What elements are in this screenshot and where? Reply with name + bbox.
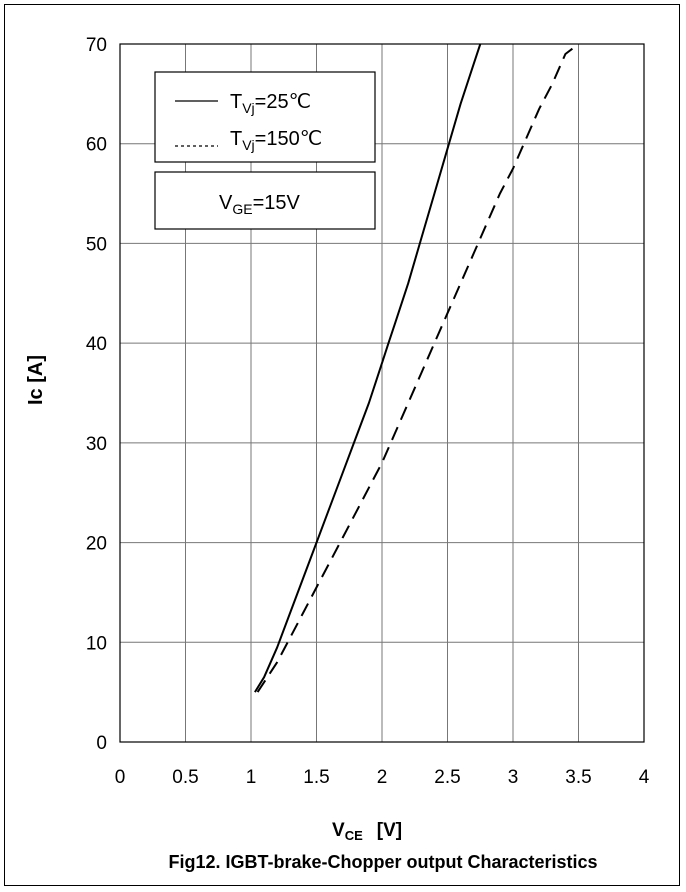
x-tick-labels: 0 0.5 1 1.5 2 2.5 3 3.5 4	[115, 767, 650, 788]
annotation-vge: VGE=15V	[219, 192, 301, 217]
legend-box	[154, 71, 376, 163]
x-axis-label: VCE [V]	[332, 820, 402, 843]
x-tick-label: 3.5	[565, 767, 591, 788]
legend-entry-150: TVj=150℃	[230, 128, 322, 153]
x-tick-label: 1	[246, 767, 257, 788]
y-tick-label: 60	[86, 135, 107, 156]
series-layer	[254, 43, 580, 693]
y-tick-label: 50	[86, 234, 107, 255]
x-tick-label: 0	[115, 767, 126, 788]
annotation-box	[154, 171, 376, 230]
x-tick-label: 1.5	[303, 767, 329, 788]
y-axis-label: Ic [A]	[25, 355, 47, 405]
series-line-150c	[256, 43, 580, 693]
x-tick-label: 4	[639, 767, 650, 788]
series-line-25c	[254, 43, 482, 693]
y-tick-label: 40	[86, 334, 107, 355]
y-tick-label: 30	[86, 434, 107, 455]
x-tick-label: 3	[508, 767, 519, 788]
y-tick-label: 10	[86, 633, 107, 654]
x-tick-label: 0.5	[172, 767, 198, 788]
legend-entry-25: TVj=25℃	[230, 91, 311, 116]
x-tick-label: 2	[377, 767, 388, 788]
chart-title: Fig12. IGBT-brake-Chopper output Charact…	[168, 852, 597, 872]
plot-area	[119, 43, 645, 743]
y-tick-labels: 0 10 20 30 40 50 60 70	[86, 35, 107, 754]
y-tick-label: 20	[86, 534, 107, 555]
x-tick-label: 2.5	[434, 767, 460, 788]
y-tick-label: 0	[96, 733, 107, 754]
y-tick-label: 70	[86, 35, 107, 56]
